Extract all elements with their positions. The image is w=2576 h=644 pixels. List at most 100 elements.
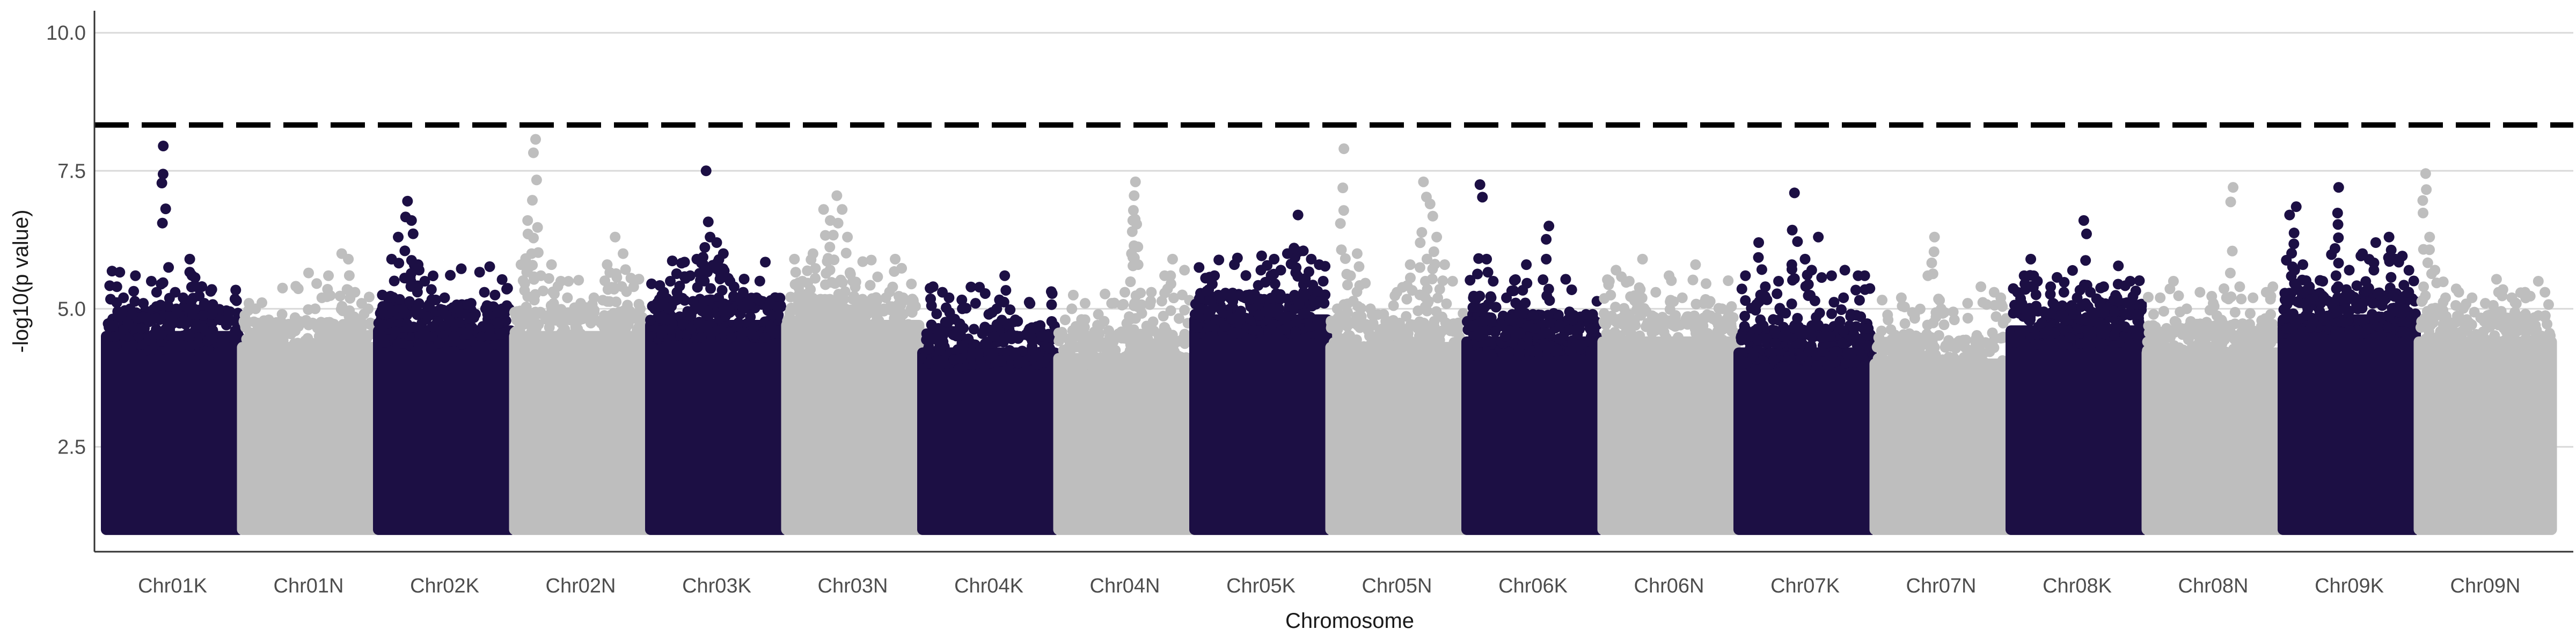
chromosome-Chr08N bbox=[2141, 182, 2285, 535]
peak-point bbox=[602, 259, 613, 270]
snp-point bbox=[609, 308, 620, 319]
snp-point bbox=[1312, 319, 1323, 331]
snp-point bbox=[1274, 294, 1285, 305]
snp-point bbox=[1419, 323, 1430, 334]
dense-point-cloud bbox=[1189, 314, 1333, 535]
snp-point bbox=[2363, 323, 2374, 334]
peak-point bbox=[880, 292, 891, 303]
snp-point bbox=[926, 319, 937, 331]
snp-point bbox=[2154, 330, 2165, 341]
snp-point bbox=[1803, 279, 1814, 290]
dense-point-cloud bbox=[2141, 347, 2285, 535]
snp-point bbox=[454, 317, 465, 328]
peak-point bbox=[1209, 270, 1220, 281]
snp-point bbox=[521, 302, 532, 313]
snp-point bbox=[1863, 323, 1874, 334]
snp-point bbox=[2166, 343, 2177, 354]
snp-point bbox=[1165, 278, 1176, 289]
snp-point bbox=[754, 275, 765, 287]
snp-point bbox=[582, 332, 593, 343]
snp-point bbox=[412, 287, 423, 298]
snp-point bbox=[2543, 299, 2554, 310]
snp-point bbox=[604, 296, 615, 307]
peak-point bbox=[575, 298, 586, 309]
peak-point bbox=[1896, 292, 1907, 303]
points-layer bbox=[101, 134, 2557, 535]
peak-point bbox=[1093, 309, 1104, 320]
peak-point bbox=[215, 314, 226, 325]
snp-point bbox=[782, 330, 794, 341]
peak-point bbox=[970, 298, 981, 309]
snp-point bbox=[223, 306, 235, 317]
peak-point bbox=[530, 134, 541, 145]
peak-point bbox=[1066, 303, 1078, 314]
peak-point bbox=[2399, 303, 2411, 314]
chromosome-Chr03N bbox=[781, 190, 925, 535]
snp-point bbox=[701, 319, 712, 331]
x-tick-label: Chr07K bbox=[1770, 575, 1840, 597]
peak-point bbox=[2424, 231, 2435, 243]
peak-point bbox=[2467, 292, 2478, 303]
snp-point bbox=[2535, 348, 2546, 360]
snp-point bbox=[1253, 310, 1264, 321]
snp-point bbox=[936, 326, 947, 337]
snp-point bbox=[2173, 290, 2184, 302]
peak-point bbox=[1119, 287, 1130, 298]
snp-point bbox=[1351, 311, 1362, 322]
snp-point bbox=[699, 275, 710, 287]
snp-point bbox=[810, 273, 821, 284]
peak-point bbox=[957, 303, 968, 314]
snp-point bbox=[218, 333, 229, 345]
snp-point bbox=[1854, 295, 1865, 306]
snp-point bbox=[1103, 325, 1114, 336]
peak-point bbox=[751, 292, 762, 303]
snp-point bbox=[1769, 325, 1781, 336]
snp-point bbox=[187, 309, 199, 320]
snp-point bbox=[1158, 311, 1169, 322]
snp-point bbox=[1906, 348, 1918, 359]
peak-point bbox=[1439, 259, 1450, 270]
snp-point bbox=[1723, 347, 1734, 358]
snp-point bbox=[1404, 335, 1416, 346]
snp-point bbox=[532, 247, 544, 258]
peak-point bbox=[2155, 292, 2166, 303]
snp-point bbox=[931, 308, 942, 319]
peak-point bbox=[2440, 292, 2451, 303]
snp-point bbox=[2233, 333, 2244, 345]
snp-point bbox=[1126, 226, 1138, 237]
snp-point bbox=[157, 169, 169, 180]
snp-point bbox=[2524, 338, 2535, 349]
peak-point bbox=[199, 298, 210, 309]
chromosome-Chr06N bbox=[1597, 253, 1741, 535]
snp-point bbox=[2456, 326, 2467, 338]
peak-point bbox=[1690, 259, 1701, 270]
dense-point-cloud bbox=[917, 347, 1060, 535]
peak-point bbox=[349, 287, 361, 298]
snp-point bbox=[280, 321, 291, 332]
snp-point bbox=[382, 291, 393, 303]
snp-point bbox=[523, 334, 535, 345]
snp-point bbox=[137, 339, 148, 350]
snp-point bbox=[340, 348, 351, 360]
snp-point bbox=[1279, 324, 1291, 335]
x-tick-label: Chr06N bbox=[1634, 575, 1704, 597]
peak-point bbox=[999, 270, 1011, 281]
snp-point bbox=[925, 293, 936, 304]
snp-point bbox=[786, 304, 797, 315]
snp-point bbox=[1201, 286, 1212, 297]
snp-point bbox=[889, 313, 900, 324]
peak-point bbox=[2540, 287, 2551, 298]
snp-point bbox=[303, 319, 314, 331]
snp-point bbox=[413, 308, 425, 319]
peak-point bbox=[499, 303, 510, 314]
snp-point bbox=[765, 320, 777, 331]
snp-point bbox=[334, 333, 345, 345]
peak-point bbox=[789, 253, 800, 265]
snp-point bbox=[972, 348, 984, 359]
snp-point bbox=[646, 278, 657, 289]
snp-point bbox=[927, 333, 939, 345]
snp-point bbox=[1926, 257, 1937, 268]
snp-point bbox=[1300, 273, 1311, 284]
peak-point bbox=[1543, 221, 1555, 232]
